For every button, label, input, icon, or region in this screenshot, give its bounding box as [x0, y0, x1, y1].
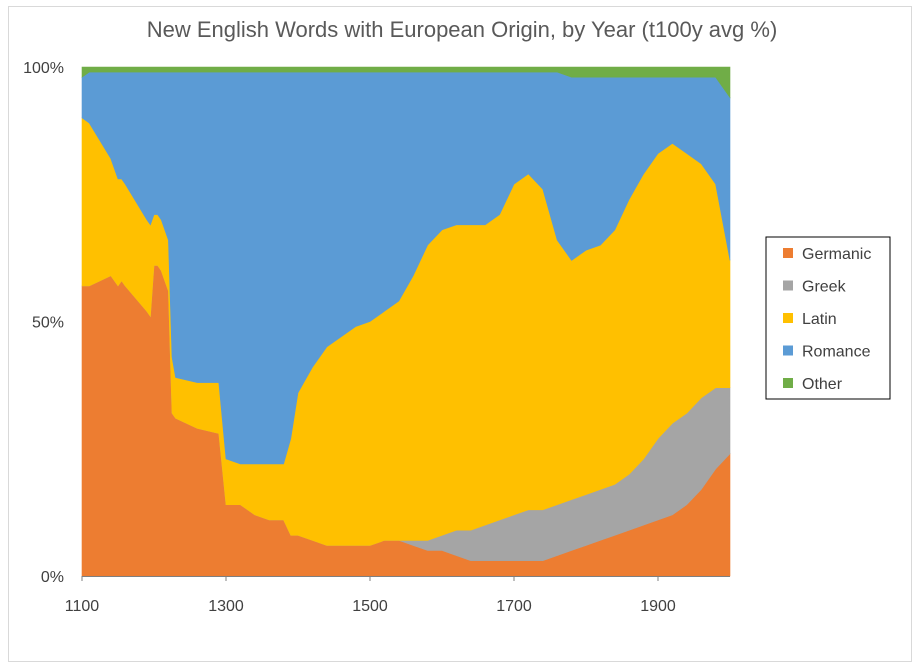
- legend-swatch-latin: [783, 313, 793, 323]
- legend-swatch-other: [783, 378, 793, 388]
- x-tick-label: 1900: [640, 598, 676, 615]
- legend-swatch-romance: [783, 345, 793, 356]
- chart-title: New English Words with European Origin, …: [147, 17, 778, 42]
- x-tick-label: 1300: [208, 598, 244, 615]
- y-tick-label: 0%: [41, 569, 64, 586]
- plot-area: [81, 66, 731, 577]
- legend-label-romance: Romance: [802, 344, 871, 361]
- legend-label-other: Other: [802, 376, 843, 393]
- y-axis-ticks: 0% 50% 100%: [23, 60, 64, 586]
- x-tick-label: 1500: [352, 598, 388, 615]
- x-tick-label: 1100: [65, 598, 100, 615]
- y-tick-label: 100%: [23, 60, 64, 77]
- legend: Germanic Greek Latin Romance Other: [765, 236, 891, 400]
- legend-swatch-germanic: [783, 248, 793, 258]
- area-other: [81, 66, 731, 99]
- legend-label-latin: Latin: [802, 311, 837, 328]
- x-tick-label: 1700: [496, 598, 532, 615]
- legend-label-germanic: Germanic: [802, 246, 871, 263]
- x-axis-ticks: 1100 1300 1500 1700 1900: [65, 576, 676, 615]
- y-tick-label: 50%: [32, 315, 64, 332]
- legend-label-greek: Greek: [802, 279, 847, 296]
- legend-swatch-greek: [783, 280, 793, 291]
